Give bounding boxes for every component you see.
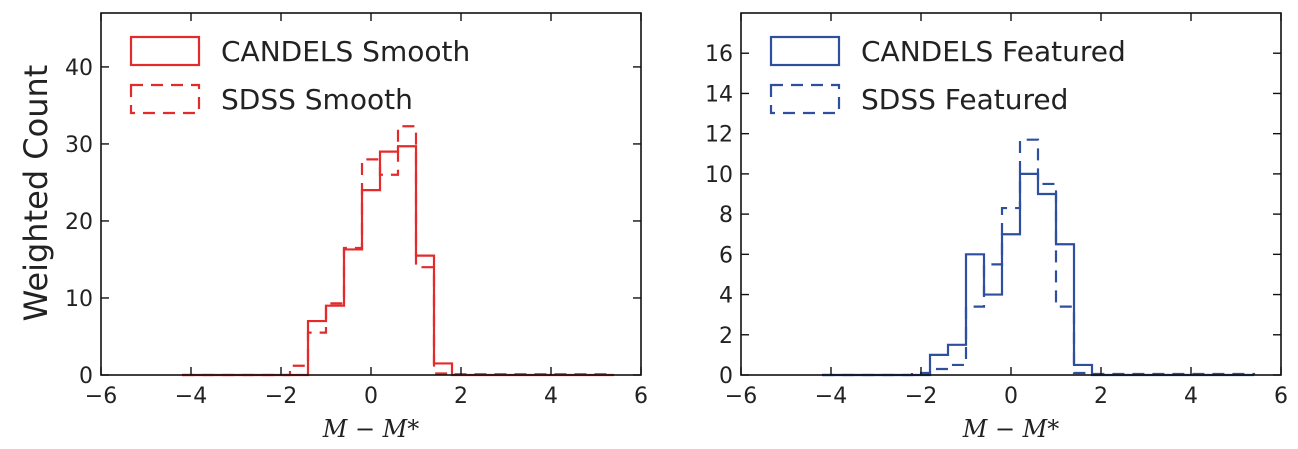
x-tick-label: −4 — [175, 384, 207, 409]
x-tick-label: −4 — [815, 384, 847, 409]
y-tick-label: 6 — [719, 243, 733, 268]
y-tick-label: 30 — [65, 133, 93, 158]
legend-label-candels-smooth: CANDELS Smooth — [221, 35, 470, 68]
series-sdss-featured-line — [822, 138, 1256, 377]
x-axis-label: M − M* — [322, 415, 420, 443]
x-tick-label: 4 — [544, 384, 558, 409]
x-tick-label: 0 — [364, 384, 378, 409]
y-tick-label: 8 — [719, 203, 733, 228]
panel-2: −6 −4 −2 0 2 4 6 0 2 4 6 8 10 12 14 16 M − M* CANDELS Fea… — [705, 12, 1288, 443]
y-tick-label: 0 — [79, 364, 93, 389]
x-tick-label: 2 — [1094, 384, 1108, 409]
x-tick-label: 4 — [1184, 384, 1198, 409]
y-axis-label: Weighted Count — [17, 65, 55, 322]
x-tick-label: −2 — [265, 384, 297, 409]
legend-swatch-candels-smooth — [129, 35, 201, 67]
y-tick-label: 4 — [719, 284, 733, 309]
x-tick-label: −6 — [725, 384, 757, 409]
y-tick-label: 14 — [705, 82, 733, 107]
x-tick-label: −6 — [85, 384, 117, 409]
legend-label-sdss-featured: SDSS Featured — [861, 83, 1068, 116]
y-tick-label: 12 — [705, 123, 733, 148]
y-tick-label: 20 — [65, 210, 93, 235]
legend-swatch-sdss-smooth — [129, 83, 201, 115]
y-tick-label: 10 — [65, 287, 93, 312]
y-tick-label: 10 — [705, 163, 733, 188]
y-tick-label: 0 — [719, 364, 733, 389]
x-tick-label: −2 — [905, 384, 937, 409]
legend-label-sdss-smooth: SDSS Smooth — [221, 83, 413, 116]
series-candels-featured-line — [822, 172, 1254, 377]
panel-1: −6 −4 −2 0 2 4 6 0 10 20 30 40 M − M* CANDELS Smooth S… — [65, 12, 648, 443]
x-tick-label: 0 — [1004, 384, 1018, 409]
y-tick-label: 16 — [705, 42, 733, 67]
y-tick-label: 2 — [719, 324, 733, 349]
x-tick-label: 6 — [634, 384, 648, 409]
x-tick-label: 6 — [1274, 384, 1288, 409]
legend-label-candels-featured: CANDELS Featured — [861, 35, 1126, 68]
series-sdss-smooth-line — [182, 125, 616, 377]
series-candels-smooth-line — [182, 145, 614, 377]
x-axis-label: M − M* — [962, 415, 1060, 443]
legend-swatch-candels-featured — [769, 35, 841, 67]
legend-swatch-sdss-featured — [769, 83, 841, 115]
y-tick-label: 40 — [65, 56, 93, 81]
x-tick-label: 2 — [454, 384, 468, 409]
